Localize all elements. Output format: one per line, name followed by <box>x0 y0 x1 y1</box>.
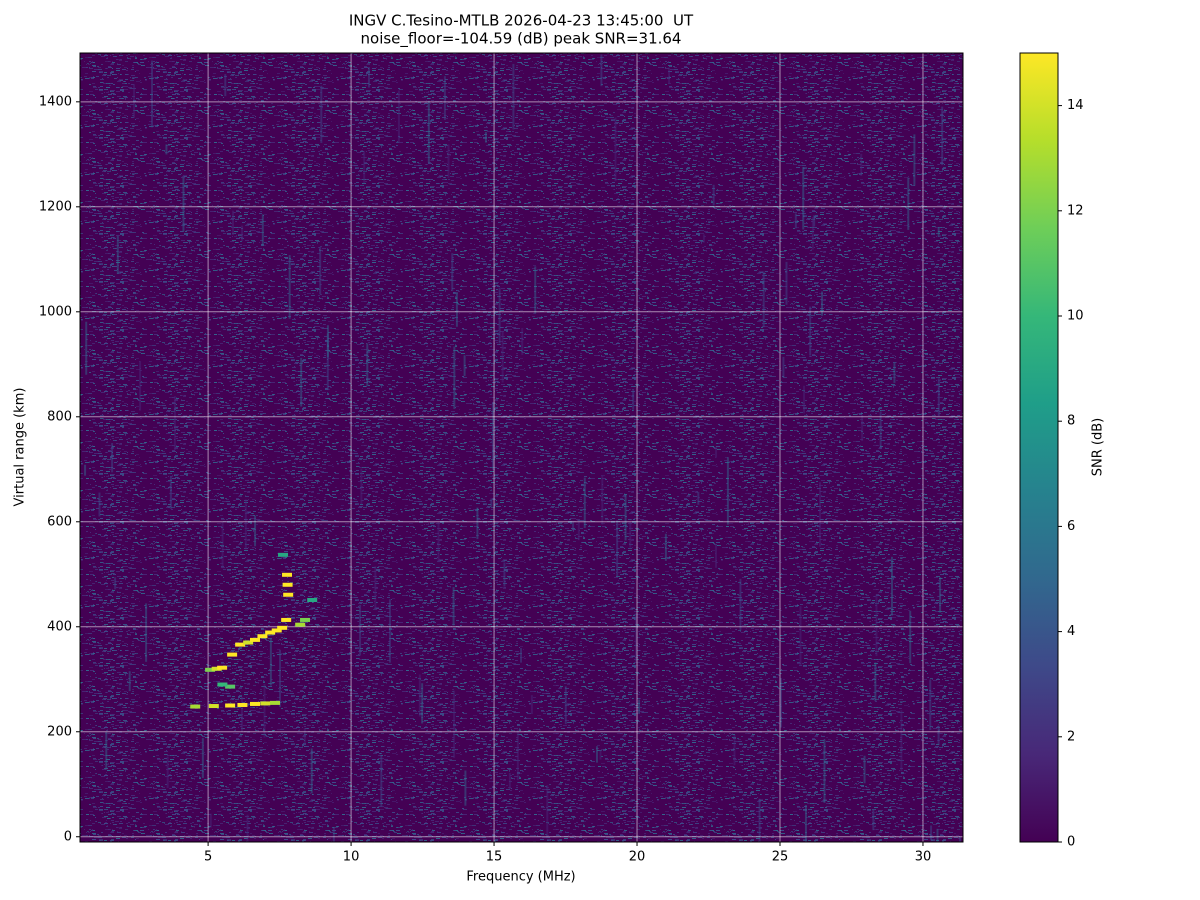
echo-point <box>237 702 248 707</box>
echo-point <box>307 597 318 602</box>
echo-point <box>282 582 293 587</box>
y-tick-label: 1400 <box>39 94 72 109</box>
y-tick-label: 800 <box>47 409 72 424</box>
plot-frame <box>79 52 964 843</box>
x-axis-label: Frequency (MHz) <box>466 870 575 885</box>
echo-point <box>281 617 292 622</box>
echo-point <box>277 625 288 630</box>
colorbar-tick-label: 14 <box>1067 98 1084 113</box>
y-tick-label: 1200 <box>39 199 72 214</box>
colorbar-tick-label: 12 <box>1067 203 1084 218</box>
echo-point <box>249 701 260 706</box>
colorbar <box>1019 52 1059 843</box>
chart-subtitle: noise_floor=-104.59 (dB) peak SNR=31.64 <box>361 30 682 49</box>
y-tick-label: 1000 <box>39 304 72 319</box>
echo-point <box>235 642 246 647</box>
x-tick-label: 15 <box>486 850 503 865</box>
y-tick-label: 400 <box>47 619 72 634</box>
y-axis-label: Virtual range (km) <box>13 388 28 507</box>
echo-point <box>295 622 306 627</box>
colorbar-tick-label: 0 <box>1067 835 1075 850</box>
echo-point <box>217 682 228 687</box>
echo-point <box>243 640 254 645</box>
echo-point <box>217 665 228 670</box>
y-tick-label: 600 <box>47 514 72 529</box>
echo-point <box>278 552 289 557</box>
chart-title: INGV C.Tesino-MTLB 2026-04-23 13:45:00 U… <box>349 12 694 30</box>
echo-point <box>227 652 238 657</box>
colorbar-label: SNR (dB) <box>1091 418 1106 476</box>
echo-point <box>257 634 268 639</box>
colorbar-tick-label: 4 <box>1067 624 1075 639</box>
echo-point <box>282 572 293 577</box>
x-tick-label: 20 <box>629 850 646 865</box>
echo-point <box>225 684 236 689</box>
echo-point <box>249 637 260 642</box>
echo-point <box>190 704 201 709</box>
echo-point <box>208 704 219 709</box>
echo-point <box>205 667 216 672</box>
echo-point <box>271 628 282 633</box>
noise-texture <box>80 53 963 842</box>
echo-point <box>211 666 222 671</box>
x-tick-label: 5 <box>204 850 212 865</box>
colorbar-tick-label: 8 <box>1067 414 1075 429</box>
noise-streaks <box>84 54 961 842</box>
x-tick-label: 10 <box>343 850 360 865</box>
y-tick-label: 200 <box>47 724 72 739</box>
echo-point <box>260 701 271 706</box>
colorbar-tick-label: 10 <box>1067 309 1084 324</box>
colorbar-tick-label: 2 <box>1067 729 1075 744</box>
x-tick-label: 30 <box>915 850 932 865</box>
echo-point <box>225 703 236 708</box>
y-tick-label: 0 <box>64 829 72 844</box>
echo-point <box>265 630 276 635</box>
echo-point <box>300 617 311 622</box>
echo-point <box>270 700 281 705</box>
x-tick-label: 25 <box>772 850 789 865</box>
colorbar-tick-label: 6 <box>1067 519 1075 534</box>
echo-point <box>283 592 294 597</box>
